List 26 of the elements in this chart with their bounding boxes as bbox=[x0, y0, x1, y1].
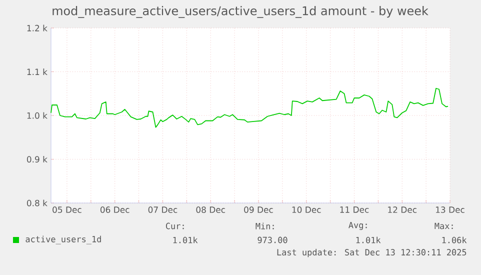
y-tick-label: 1.0 k bbox=[27, 112, 48, 119]
text: Avg: bbox=[348, 222, 367, 230]
text: Min: bbox=[256, 222, 274, 230]
y-tick-label: 0.8 k bbox=[26, 200, 48, 206]
text: 1.01k bbox=[356, 236, 381, 244]
x-tick-label: 06 Dec bbox=[100, 206, 130, 213]
legend-label: active_users_1d bbox=[26, 236, 101, 244]
x-tick-label: 11 Dec bbox=[340, 206, 369, 213]
y-tick-label: 1.1 k bbox=[27, 68, 48, 75]
x-tick-label: 09 Dec bbox=[244, 206, 273, 213]
text: 973.00 bbox=[258, 236, 288, 244]
text: 1.01k bbox=[173, 236, 198, 244]
x-tick-label: 13 Dec bbox=[436, 206, 464, 213]
line-series bbox=[50, 88, 448, 128]
chart-title: mod_measure_active_users/active_users_1d amount - by week bbox=[52, 6, 428, 18]
x-tick-label: 10 Dec bbox=[292, 206, 321, 213]
x-tick-label: 08 Dec bbox=[196, 206, 225, 213]
text: Last update: Sat Dec 13 12:30:11 2025 bbox=[277, 248, 466, 258]
x-tick-label: 05 Dec bbox=[52, 206, 82, 213]
x-tick-label: 12 Dec bbox=[388, 206, 417, 213]
y-tick-label: 1.2 k bbox=[27, 24, 48, 32]
x-tick-label: 07 Dec bbox=[148, 206, 178, 213]
text: 1.06k bbox=[442, 236, 467, 244]
text: Cur: bbox=[166, 222, 184, 230]
y-tick-label: 0.9 k bbox=[26, 156, 48, 163]
text: Max: bbox=[434, 222, 453, 230]
